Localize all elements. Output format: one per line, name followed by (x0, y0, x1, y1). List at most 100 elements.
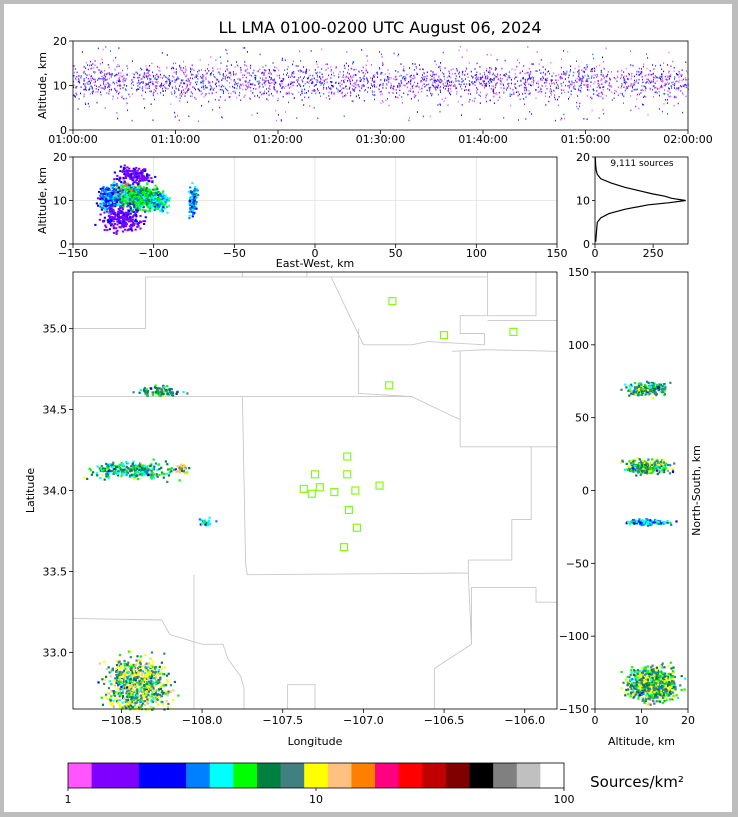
station-marker (310, 470, 320, 479)
time-height-xtick: 01:20:00 (253, 133, 302, 146)
colorbar-swatch (209, 763, 234, 788)
plan-view-xtick: −106.5 (424, 714, 465, 727)
north-south-ytick: −100 (559, 630, 589, 643)
colorbar-tick: 1 (65, 793, 72, 806)
station-marker (509, 327, 518, 336)
time-height-axes (72, 40, 689, 131)
colorbar: Sources/km² 1 10 100 (65, 762, 684, 806)
colorbar-swatch (162, 763, 187, 788)
time-height-xtick: 01:40:00 (458, 133, 507, 146)
colorbar-swatch (540, 763, 565, 788)
north-south-ylabel: North-South, km (690, 445, 703, 536)
east-west-xtick: −50 (223, 247, 246, 260)
time-height-xtick: 01:10:00 (151, 133, 200, 146)
plan-view-xtick: −107.0 (343, 714, 384, 727)
altitude-histogram-xtick: 250 (643, 247, 664, 260)
north-south-ytick: −150 (559, 703, 589, 716)
east-west-xlabel: East-West, km (276, 257, 354, 270)
north-south-ytick: 0 (582, 485, 589, 498)
station-marker (385, 381, 394, 390)
colorbar-swatch (422, 763, 447, 788)
plan-view-ytick: 35.0 (43, 323, 68, 336)
east-west-xtick: 100 (466, 247, 487, 260)
altitude-histogram-panel: 9,111 sources 0 10 20 0 250 (576, 151, 689, 260)
station-marker (343, 470, 352, 479)
east-west-ytick: 10 (53, 195, 67, 208)
east-west-ytick: 20 (53, 151, 67, 164)
station-marker (352, 523, 361, 532)
east-west-xtick: 0 (312, 247, 319, 260)
plan-view-panel: 33.0 33.5 34.0 34.5 35.0 −108.5 −108.0 −107.5 −1… (24, 271, 558, 748)
time-height-ylabel: Altitude, km (36, 52, 49, 119)
plan-view-xtick: −108.0 (182, 714, 223, 727)
figure-frame: LL LMA 0100-0200 UTC August 06, 2024 0 10… (4, 4, 732, 812)
colorbar-label: Sources/km² (590, 773, 684, 791)
station-markers (299, 297, 518, 552)
colorbar-swatch (469, 763, 494, 788)
plan-view-xtick: −108.5 (101, 714, 142, 727)
figure-title: LL LMA 0100-0200 UTC August 06, 2024 (218, 18, 541, 37)
north-south-ytick: 100 (568, 339, 589, 352)
north-south-ytick: −50 (566, 557, 589, 570)
colorbar-swatch (493, 763, 518, 788)
source-count-label: 9,111 sources (610, 159, 674, 169)
colorbar-swatch (351, 763, 376, 788)
north-south-xtick: 0 (592, 714, 599, 727)
colorbar-swatch (375, 763, 400, 788)
east-west-xtick: −150 (58, 247, 88, 260)
north-south-xtick: 10 (635, 714, 649, 727)
altitude-histogram-ytick: 0 (583, 238, 590, 251)
station-marker (440, 331, 449, 340)
colorbar-swatch (115, 763, 140, 788)
plan-view-density (83, 384, 218, 711)
colorbar-tick: 10 (309, 793, 323, 806)
plan-view-ytick: 33.0 (43, 646, 68, 659)
east-west-panel: 0 10 20 −150 −100 −50 0 50 100 150 East-West, km Al… (36, 151, 568, 270)
colorbar-swatch (68, 763, 93, 788)
county-borders (72, 272, 558, 709)
time-height-xtick: 01:00:00 (48, 133, 97, 146)
plan-view-xtick: −107.5 (262, 714, 303, 727)
time-height-ytick: 0 (60, 124, 67, 137)
north-south-ytick: 50 (575, 412, 589, 425)
colorbar-swatch (327, 763, 352, 788)
altitude-histogram-axes (594, 156, 689, 245)
altitude-histogram-ytick: 20 (576, 151, 590, 164)
north-south-xlabel: Altitude, km (608, 735, 675, 748)
north-south-panel: −150 −100 −50 0 50 100 150 0 10 20 Altitude, km Nor… (559, 266, 703, 748)
plan-view-ytick: 33.5 (43, 565, 68, 578)
colorbar-tick: 100 (554, 793, 575, 806)
east-west-xtick: 50 (389, 247, 403, 260)
time-height-ytick: 10 (53, 80, 67, 93)
station-marker (388, 297, 397, 306)
station-marker (344, 505, 353, 514)
east-west-xtick: −100 (139, 247, 169, 260)
colorbar-swatch (516, 763, 541, 788)
colorbar-swatch (138, 763, 163, 788)
time-height-panel: 0 10 20 01:00:00 01:10:00 01:20:00 01:30:00 01:… (36, 35, 713, 146)
station-marker (339, 543, 349, 552)
altitude-histogram-ytick: 10 (576, 195, 590, 208)
time-height-ytick: 20 (53, 35, 67, 48)
north-south-axes (594, 271, 689, 710)
station-marker (351, 486, 360, 495)
time-height-xtick: 01:30:00 (356, 133, 405, 146)
station-marker (299, 484, 308, 493)
colorbar-swatch (304, 763, 329, 788)
station-marker (330, 488, 339, 497)
altitude-histogram-xtick: 0 (592, 247, 599, 260)
altitude-profile-line (594, 156, 686, 242)
colorbar-swatch (91, 763, 116, 788)
colorbar-swatch (445, 763, 470, 788)
east-west-ytick: 0 (60, 238, 67, 251)
north-south-density (619, 380, 687, 706)
time-height-xtick: 02:00:00 (663, 133, 712, 146)
east-west-ylabel: Altitude, km (36, 167, 49, 234)
north-south-ytick: 150 (568, 266, 589, 279)
plan-view-ylabel: Latitude (24, 468, 37, 514)
plan-view-xlabel: Longitude (288, 735, 343, 748)
plan-view-ytick: 34.0 (43, 485, 68, 498)
east-west-density (94, 164, 200, 235)
colorbar-swatch (398, 763, 423, 788)
colorbar-swatch (233, 763, 258, 788)
